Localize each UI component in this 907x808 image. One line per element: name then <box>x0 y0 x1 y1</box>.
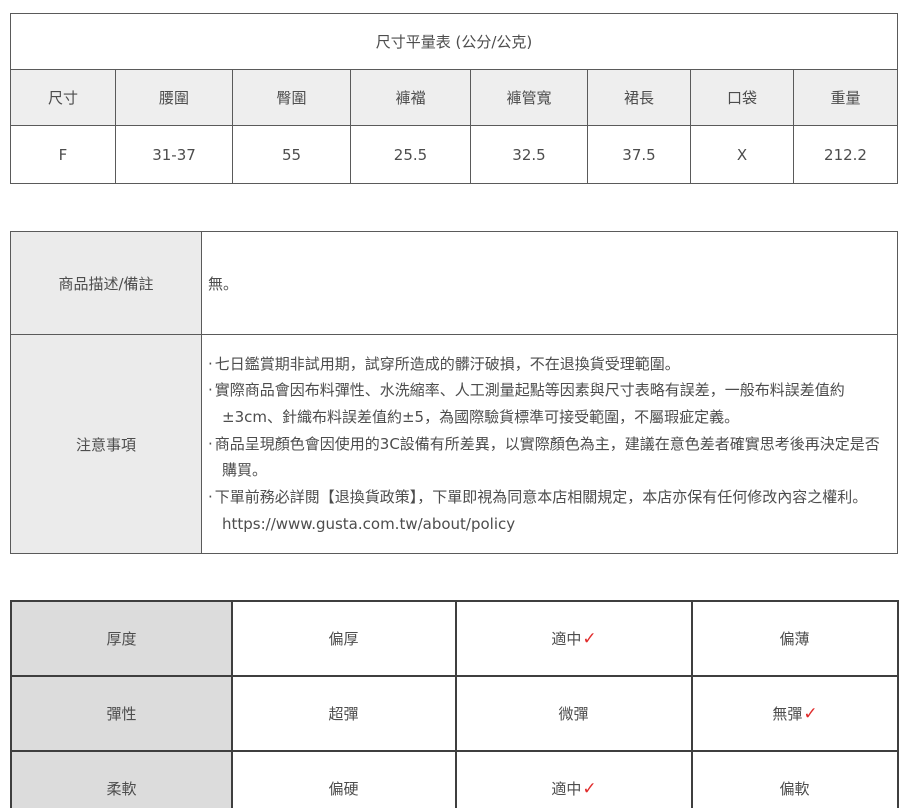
attr-option: 偏厚 <box>231 600 457 677</box>
check-icon: ✓ <box>803 704 818 724</box>
bullet-icon: · <box>208 381 213 400</box>
attr-option: 適中✓ <box>455 600 693 677</box>
size-value-leg-width: 32.5 <box>470 125 588 184</box>
size-col-header-weight: 重量 <box>792 69 899 126</box>
size-col-header-hip: 臀圍 <box>232 69 351 126</box>
size-table-title-row: 尺寸平量表 (公分/公克) <box>9 13 899 70</box>
notice-label: 注意事項 <box>10 334 202 554</box>
attr-option: 偏硬 <box>231 750 457 808</box>
description-value: 無。 <box>201 231 898 335</box>
attr-option: 無彈✓ <box>691 675 899 752</box>
size-col-header-pocket: 口袋 <box>690 69 794 126</box>
attr-option-text: 微彈 <box>558 705 589 723</box>
attr-option-text: 偏厚 <box>328 630 359 648</box>
check-icon: ✓ <box>582 629 597 649</box>
description-notice-table: 商品描述/備註 無。 注意事項 · 七日鑑賞期非試用期，試穿所造成的髒汙破損，不在… <box>10 231 898 554</box>
check-icon: ✓ <box>582 779 597 799</box>
attr-row-elasticity: 彈性 超彈 微彈 無彈✓ <box>10 675 899 752</box>
size-col-header-skirt-length: 裙長 <box>587 69 691 126</box>
description-label: 商品描述/備註 <box>10 231 202 335</box>
size-col-header-leg-width: 褲管寬 <box>470 69 588 126</box>
size-value-waist: 31-37 <box>115 125 233 184</box>
notice-item-text: 下單前務必詳閱【退換貨政策】，下單即視為同意本店相關規定，本店亦保有任何修改內容… <box>214 488 868 533</box>
attr-option-text: 偏硬 <box>328 780 359 798</box>
size-table-header-row: 尺寸 腰圍 臀圍 褲襠 褲管寬 裙長 口袋 重量 <box>10 69 899 126</box>
attr-option-text: 適中 <box>551 630 582 648</box>
size-col-header-waist: 腰圍 <box>115 69 233 126</box>
size-value-weight: 212.2 <box>792 125 899 184</box>
size-value-hip: 55 <box>232 125 351 184</box>
attr-label-softness: 柔軟 <box>10 750 233 808</box>
attr-row-thickness: 厚度 偏厚 適中✓ 偏薄 <box>10 600 899 677</box>
bullet-icon: · <box>208 354 213 373</box>
notice-item-text: 七日鑑賞期非試用期，試穿所造成的髒汙破損，不在退換貨受理範圍。 <box>214 354 680 373</box>
attr-option: 適中✓ <box>455 750 693 808</box>
attr-option: 超彈 <box>231 675 457 752</box>
attr-option-text: 偏薄 <box>779 630 810 648</box>
size-value-pocket: X <box>690 125 794 184</box>
attribute-table: 厚度 偏厚 適中✓ 偏薄 彈性 超彈 微彈 無彈✓ 柔軟 偏硬 適中✓ 偏軟 <box>10 600 899 808</box>
notice-content: · 七日鑑賞期非試用期，試穿所造成的髒汙破損，不在退換貨受理範圍。 · 實際商品會因… <box>201 334 898 554</box>
size-value-size: F <box>10 125 116 184</box>
attr-option-text: 適中 <box>551 780 582 798</box>
attr-label-elasticity: 彈性 <box>10 675 233 752</box>
attr-option: 偏軟 <box>691 750 899 808</box>
description-row: 商品描述/備註 無。 <box>10 231 898 335</box>
size-value-crotch: 25.5 <box>350 125 471 184</box>
notice-row: 注意事項 · 七日鑑賞期非試用期，試穿所造成的髒汙破損，不在退換貨受理範圍。 · 實… <box>10 334 898 554</box>
notice-item: · 商品呈現顏色會因使用的3C設備有所差異，以實際顏色為主，建議在意色差者確實思考… <box>208 431 887 484</box>
size-col-header-crotch: 褲襠 <box>350 69 471 126</box>
attr-option-text: 無彈 <box>772 705 803 723</box>
size-value-skirt-length: 37.5 <box>587 125 691 184</box>
size-col-header-size: 尺寸 <box>10 69 116 126</box>
attr-row-softness: 柔軟 偏硬 適中✓ 偏軟 <box>10 750 899 808</box>
bullet-icon: · <box>208 434 213 453</box>
attr-option-text: 超彈 <box>328 705 359 723</box>
attr-option-text: 偏軟 <box>779 780 810 798</box>
size-table-data-row: F 31-37 55 25.5 32.5 37.5 X 212.2 <box>10 125 899 184</box>
attr-option: 微彈 <box>455 675 693 752</box>
attr-option: 偏薄 <box>691 600 899 677</box>
notice-item: · 實際商品會因布料彈性、水洗縮率、人工測量起點等因素與尺寸表略有誤差，一般布料誤… <box>208 377 887 430</box>
size-measurement-table: 尺寸平量表 (公分/公克) 尺寸 腰圍 臀圍 褲襠 褲管寬 裙長 口袋 重量 F… <box>9 13 899 184</box>
attr-label-thickness: 厚度 <box>10 600 233 677</box>
bullet-icon: · <box>208 488 213 507</box>
notice-item: · 下單前務必詳閱【退換貨政策】，下單即視為同意本店相關規定，本店亦保有任何修改內… <box>208 484 887 537</box>
notice-item-text: 實際商品會因布料彈性、水洗縮率、人工測量起點等因素與尺寸表略有誤差，一般布料誤差… <box>214 381 845 426</box>
notice-item-text: 商品呈現顏色會因使用的3C設備有所差異，以實際顏色為主，建議在意色差者確實思考後… <box>214 434 880 480</box>
notice-item: · 七日鑑賞期非試用期，試穿所造成的髒汙破損，不在退換貨受理範圍。 <box>208 351 887 378</box>
size-table-title: 尺寸平量表 (公分/公克) <box>9 13 899 70</box>
